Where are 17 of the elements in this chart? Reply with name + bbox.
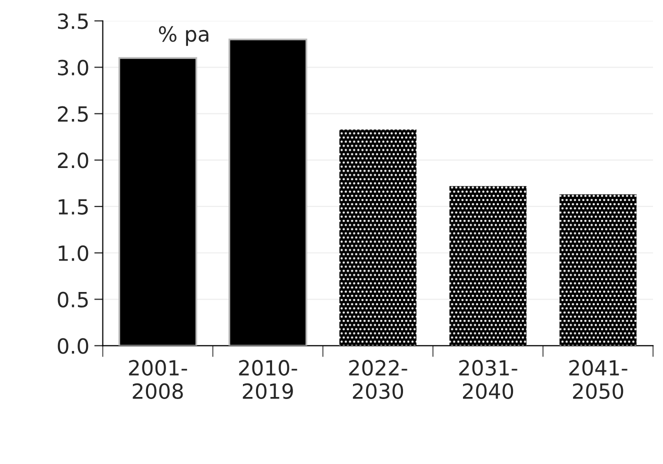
x-tick-label: 2022- 2030 [349, 360, 408, 400]
y-tick-label: 0.0 [58, 338, 88, 354]
bar [339, 129, 416, 346]
x-tick-label: 2010- 2019 [239, 360, 298, 400]
bar [449, 186, 526, 346]
y-tick-label: 3.5 [58, 13, 88, 30]
y-tick-label: 2.0 [58, 152, 88, 168]
y-tick-label: 3.0 [58, 60, 88, 76]
x-tick-label: 2001- 2008 [129, 360, 188, 400]
y-tick-label: 0.5 [58, 292, 88, 308]
x-tick-label: 2041- 2050 [569, 360, 628, 400]
x-tick-label: 2031- 2040 [459, 360, 518, 400]
y-tick-label: 1.0 [58, 245, 88, 262]
y-tick-label: 2.5 [58, 106, 88, 122]
annotation: % pa [158, 26, 208, 46]
bar [560, 194, 637, 346]
y-tick-label: 1.5 [58, 199, 88, 215]
